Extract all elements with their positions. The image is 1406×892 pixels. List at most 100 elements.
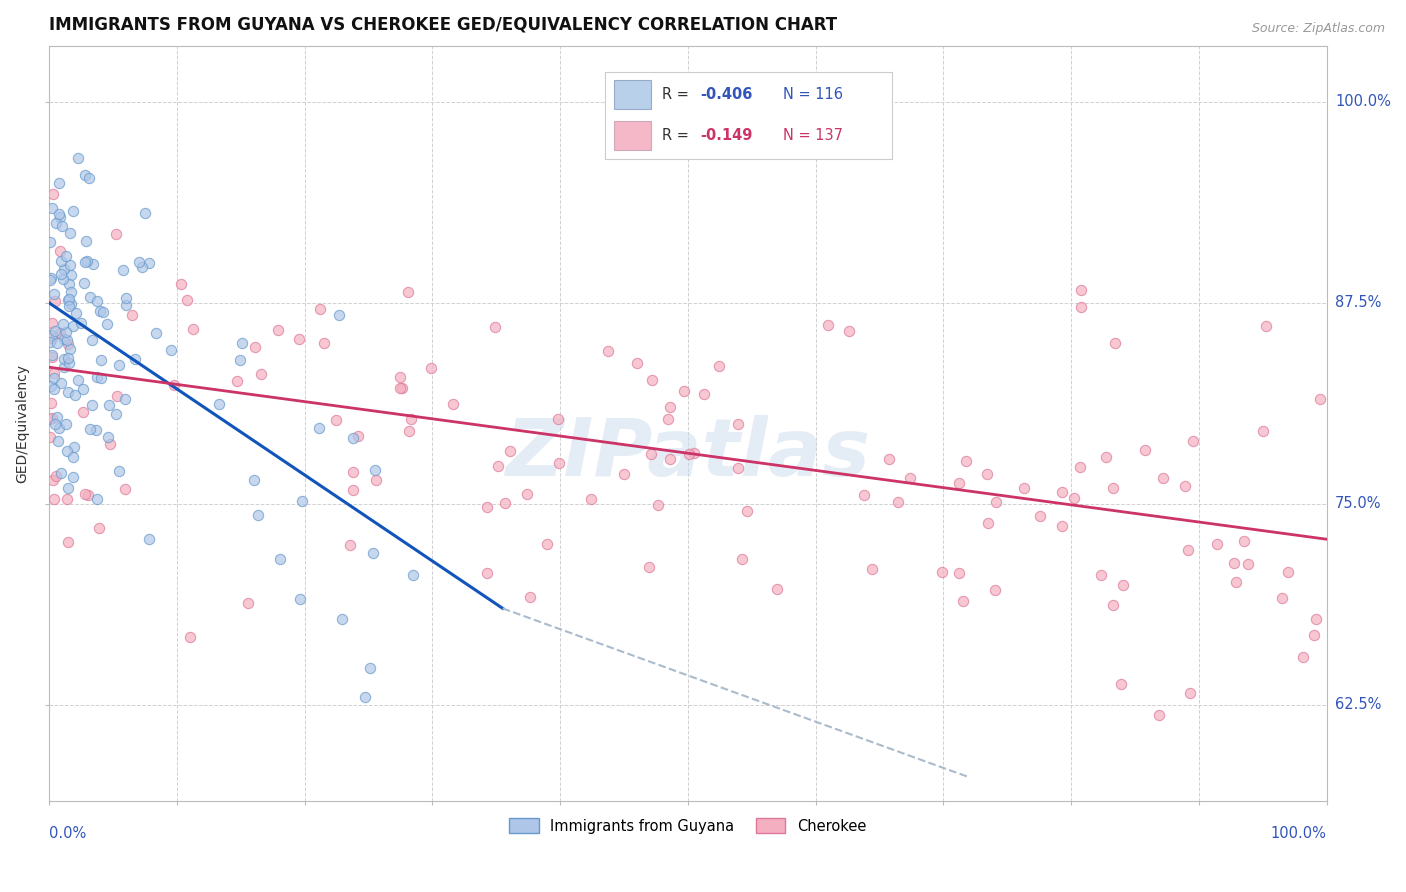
Point [66, 151, 89, 165]
Point [955, 453, 977, 467]
Point [96, 317, 118, 331]
Point [55, 417, 77, 432]
Point [44, 324, 66, 338]
Point [626, 356, 648, 370]
Point [52, 317, 75, 331]
Point [60, 268, 83, 282]
Point [82, 257, 104, 271]
Point [342, 466, 364, 480]
Point [42, 491, 65, 506]
Point [82, 333, 104, 347]
Point [104, 227, 127, 242]
Text: 0.0%: 0.0% [49, 826, 86, 841]
Point [364, 463, 387, 477]
Point [1069, 460, 1091, 475]
Point [58, 293, 80, 307]
Point [707, 359, 730, 373]
Point [887, 495, 910, 509]
Point [84, 423, 107, 437]
Point [862, 562, 884, 576]
Point [49, 326, 72, 341]
Point [931, 566, 953, 580]
Point [55, 333, 77, 347]
Point [108, 464, 131, 478]
Point [838, 325, 860, 339]
Point [114, 482, 136, 496]
Point [181, 322, 204, 336]
Point [86, 293, 108, 308]
Point [45, 216, 67, 230]
Point [41, 316, 63, 330]
Point [730, 552, 752, 566]
Point [75, 169, 97, 183]
Point [1052, 519, 1074, 533]
Point [48, 177, 70, 191]
Point [58, 293, 80, 307]
Point [44, 417, 66, 431]
Point [516, 487, 538, 501]
Point [401, 411, 423, 425]
Point [952, 593, 974, 607]
Point [640, 447, 662, 461]
Point [55, 249, 77, 263]
Point [51, 219, 73, 234]
Point [58, 336, 80, 351]
Point [60, 297, 83, 311]
Point [548, 456, 571, 470]
Point [1174, 478, 1197, 492]
Point [308, 421, 330, 435]
Point [39, 271, 62, 285]
Text: IMMIGRANTS FROM GUYANA VS CHEROKEE GED/EQUIVALENCY CORRELATION CHART: IMMIGRANTS FROM GUYANA VS CHEROKEE GED/E… [49, 15, 837, 33]
Point [107, 358, 129, 372]
Point [250, 367, 273, 381]
Point [208, 397, 231, 411]
Point [112, 262, 135, 277]
Point [494, 496, 516, 510]
Point [1309, 392, 1331, 406]
Point [389, 381, 412, 395]
Point [398, 285, 420, 299]
Point [41, 350, 63, 364]
Point [59, 285, 82, 300]
Point [77, 170, 100, 185]
Point [131, 260, 153, 274]
Point [519, 590, 541, 604]
Point [63, 388, 86, 402]
Point [613, 467, 636, 481]
Point [115, 297, 138, 311]
Point [56, 492, 79, 507]
Point [86, 492, 108, 507]
Point [87, 521, 110, 535]
Text: 100.0%: 100.0% [1271, 826, 1327, 841]
Point [170, 277, 193, 292]
Point [398, 424, 420, 438]
Point [441, 397, 464, 411]
Point [58, 299, 80, 313]
Point [138, 256, 160, 270]
Point [56, 384, 79, 399]
Point [1292, 650, 1315, 665]
Point [288, 592, 311, 607]
Point [477, 500, 499, 514]
Point [984, 583, 1007, 598]
Text: 100.0%: 100.0% [1336, 95, 1391, 110]
Point [72, 404, 94, 418]
Point [1205, 537, 1227, 551]
Legend: Immigrants from Guyana, Cherokee: Immigrants from Guyana, Cherokee [503, 813, 872, 839]
Point [1236, 557, 1258, 571]
Point [1090, 568, 1112, 582]
Point [76, 488, 98, 502]
Point [976, 467, 998, 482]
Point [309, 302, 332, 317]
Point [52, 262, 75, 277]
Point [1102, 481, 1125, 495]
Point [1277, 565, 1299, 579]
Point [53, 360, 76, 375]
Point [39, 396, 62, 410]
Point [342, 431, 364, 445]
Point [647, 498, 669, 512]
Point [488, 458, 510, 473]
Point [62, 470, 84, 484]
Point [42, 366, 65, 380]
Y-axis label: GED/Equivalency: GED/Equivalency [15, 364, 30, 483]
